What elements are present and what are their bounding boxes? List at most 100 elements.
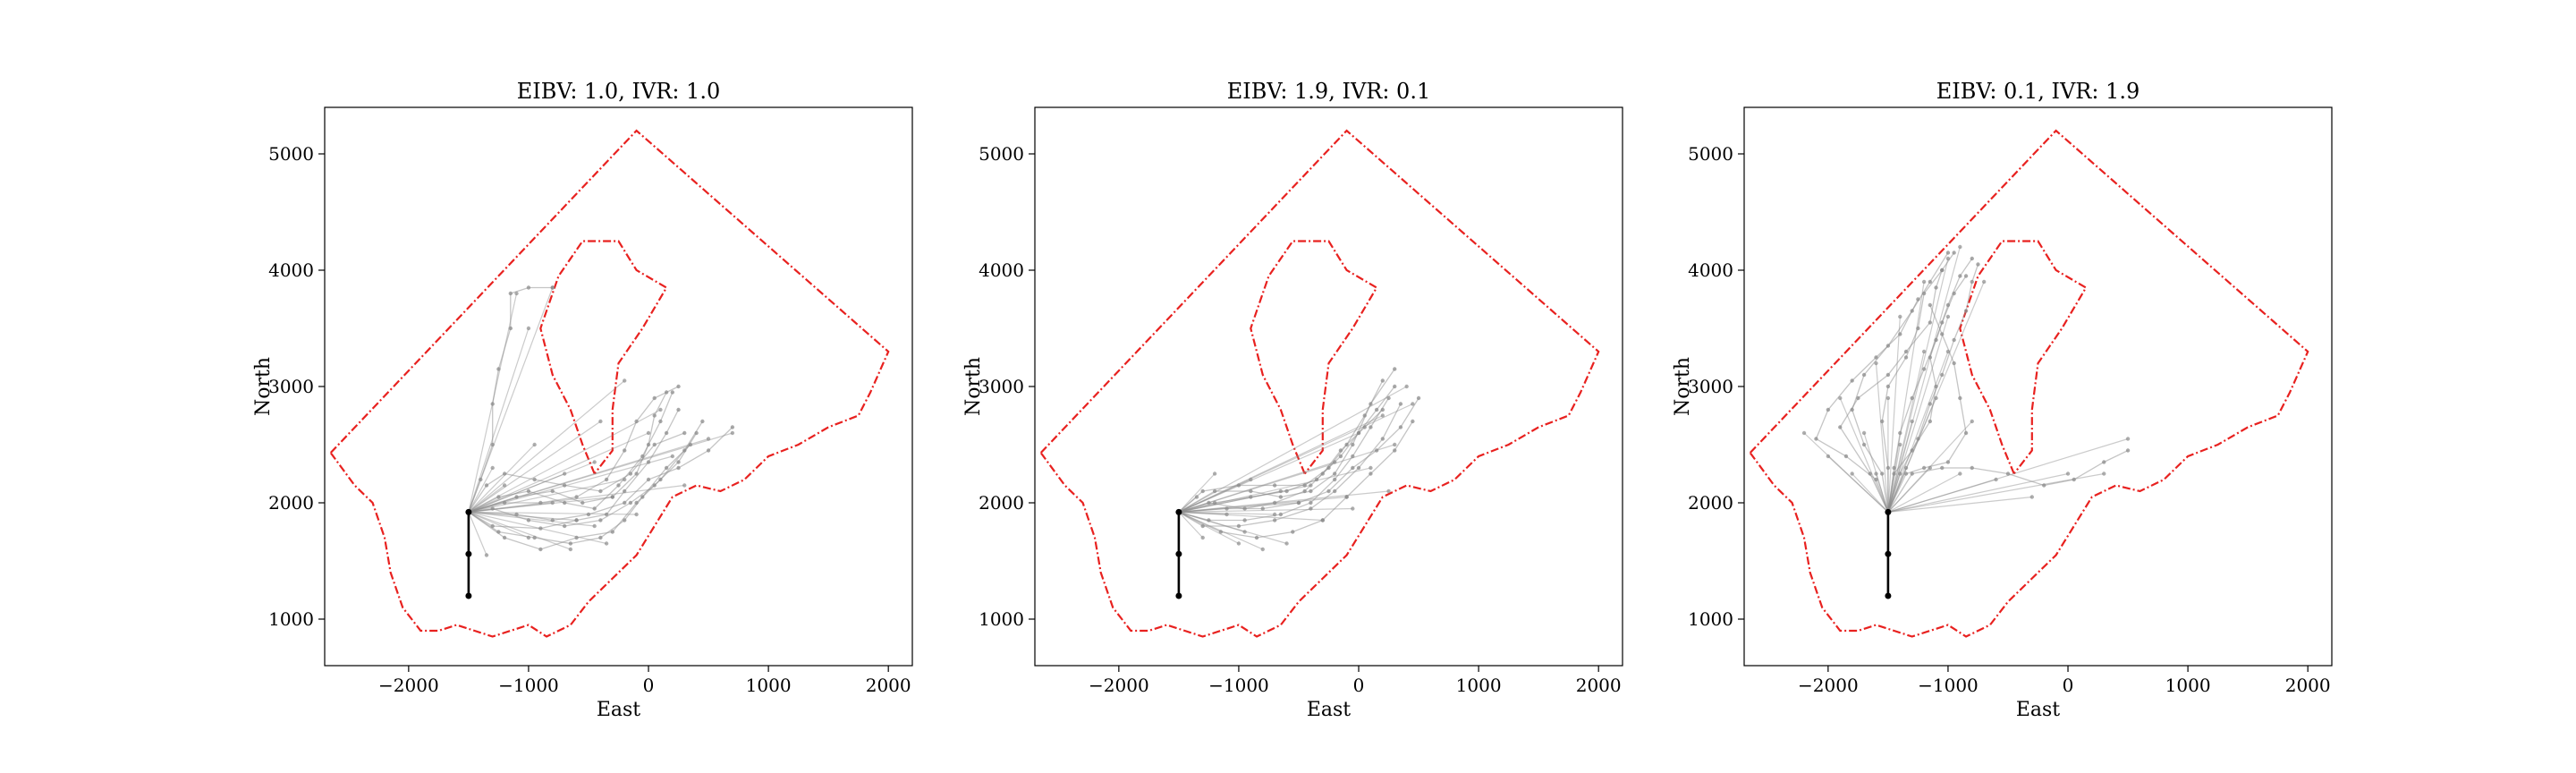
branch-point xyxy=(1212,471,1217,476)
branch-point xyxy=(1958,244,1962,250)
path-point xyxy=(646,442,651,447)
branch-point xyxy=(646,430,651,436)
path-point xyxy=(1945,460,1951,464)
path-point xyxy=(538,500,543,505)
branch-line xyxy=(468,444,536,513)
chart-title: EIBV: 1.9, IVR: 0.1 xyxy=(1227,79,1430,104)
path-point xyxy=(676,460,681,464)
branch-line xyxy=(468,512,487,556)
branch-line xyxy=(1875,362,1889,513)
path-point xyxy=(1958,274,1962,278)
path-point xyxy=(1393,448,1397,453)
path-point xyxy=(1351,442,1355,447)
path-point xyxy=(1236,483,1241,488)
branch-line xyxy=(1887,467,1931,513)
path-point xyxy=(658,419,663,424)
path-point xyxy=(508,291,513,296)
x-axis-label: East xyxy=(1307,699,1351,721)
x-tick-label: 1000 xyxy=(746,675,792,696)
path-point xyxy=(610,495,614,499)
path-point xyxy=(580,500,585,505)
branch-line xyxy=(1178,490,1389,513)
path-point xyxy=(616,483,621,488)
inner-boundary xyxy=(1250,240,1378,475)
branch-line xyxy=(468,461,595,513)
branch-point xyxy=(1351,506,1355,511)
path-point xyxy=(1958,395,1962,401)
path-point xyxy=(1254,535,1259,540)
path-line-7 xyxy=(468,392,667,514)
path-point xyxy=(598,535,603,540)
branch-point xyxy=(1910,419,1914,424)
path-point xyxy=(2125,448,2131,453)
branch-line xyxy=(1178,414,1384,513)
path-point xyxy=(1934,285,1938,290)
path-point xyxy=(1296,500,1301,505)
y-tick-label: 1000 xyxy=(1688,608,1733,630)
path-point xyxy=(1278,495,1284,499)
branch-point xyxy=(730,430,735,436)
path-point xyxy=(1898,471,1902,476)
path-point xyxy=(646,477,651,482)
path-point xyxy=(1398,402,1403,406)
path-point xyxy=(1885,465,1891,471)
branch-point xyxy=(484,553,489,557)
path-point xyxy=(1368,471,1373,476)
start-path-point xyxy=(465,508,472,515)
branch-point xyxy=(514,291,519,296)
path-point xyxy=(1278,512,1284,517)
path-point xyxy=(623,500,627,505)
x-tick-label: −2000 xyxy=(378,675,439,696)
path-point xyxy=(628,471,633,476)
branch-line xyxy=(468,485,505,513)
path-point xyxy=(706,448,711,453)
path-point xyxy=(1952,337,1956,343)
branch-line xyxy=(1852,473,1889,513)
branch-point xyxy=(1921,279,1927,285)
branch-point xyxy=(682,483,687,488)
path-point xyxy=(550,518,555,522)
branch-point xyxy=(1386,488,1391,494)
x-tick-label: 1000 xyxy=(2165,675,2211,696)
axes-frame xyxy=(324,106,913,667)
path-point xyxy=(1928,355,1933,360)
branch-line xyxy=(468,479,625,513)
path-point xyxy=(1940,268,1945,273)
path-point xyxy=(490,506,495,511)
path-point xyxy=(1416,395,1421,401)
branch-point xyxy=(598,419,603,424)
path-point xyxy=(502,535,507,540)
path-point xyxy=(1374,407,1379,412)
y-axis-label: North xyxy=(1672,357,1694,416)
path-point xyxy=(1945,251,1951,255)
path-point xyxy=(652,483,657,488)
path-point xyxy=(1885,372,1891,378)
branch-point xyxy=(1898,314,1902,319)
path-point xyxy=(634,419,639,424)
branch-point xyxy=(670,454,675,459)
y-tick-label: 5000 xyxy=(1688,143,1733,165)
path-point xyxy=(1207,518,1211,522)
plot-area xyxy=(1749,129,2309,638)
path-point xyxy=(2072,477,2076,482)
outer-boundary xyxy=(1749,129,2309,638)
branch-point xyxy=(1826,454,1831,459)
path-point xyxy=(1333,477,1337,482)
path-point xyxy=(1338,448,1343,453)
path-point xyxy=(1940,320,1945,325)
branch-line xyxy=(1178,403,1413,513)
path-point xyxy=(1879,471,1885,476)
branch-line xyxy=(468,380,625,513)
path-point xyxy=(1309,488,1313,494)
path-point xyxy=(592,506,597,511)
path-point xyxy=(1963,274,1969,278)
x-tick-label: 0 xyxy=(2063,675,2074,696)
branch-point xyxy=(1393,442,1397,447)
path-point xyxy=(562,483,567,488)
path-point xyxy=(1351,454,1355,459)
start-path-point xyxy=(1885,508,1892,515)
y-tick-label: 2000 xyxy=(268,492,314,514)
branch-line xyxy=(468,432,733,513)
x-tick-label: −1000 xyxy=(1208,675,1269,696)
